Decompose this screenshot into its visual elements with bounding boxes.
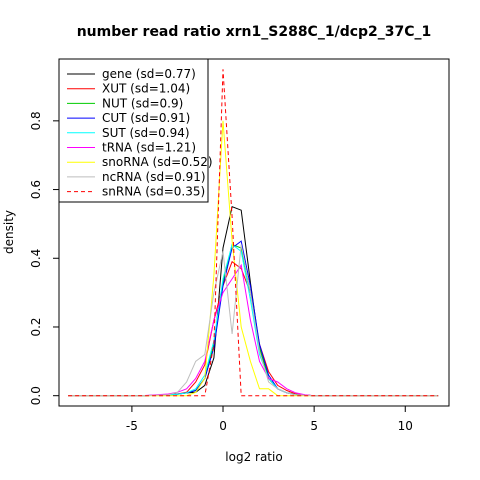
legend-label: NUT (sd=0.9) [102, 96, 183, 110]
y-tick-label: 0.0 [29, 386, 43, 405]
series-line-7 [68, 244, 439, 397]
legend-label: snoRNA (sd=0.52) [102, 155, 213, 169]
legend-label: XUT (sd=1.04) [102, 82, 190, 96]
legend-label: snRNA (sd=0.35) [102, 185, 205, 199]
plot-frame [58, 58, 450, 407]
x-tick-label: -5 [126, 419, 138, 433]
x-tick-label: 10 [398, 419, 413, 433]
legend-box [58, 58, 209, 203]
legend-label: SUT (sd=0.94) [102, 126, 190, 140]
legend-label: ncRNA (sd=0.91) [102, 170, 206, 184]
x-axis-label: log2 ratio [225, 450, 282, 464]
y-axis: 0.0 0.2 0.4 0.6 0.8 [29, 111, 59, 405]
x-axis: -5 0 5 10 [126, 406, 413, 433]
y-tick-label: 0.8 [29, 111, 43, 130]
x-tick-label: 0 [219, 419, 227, 433]
series-line-6 [68, 120, 439, 397]
legend-label: tRNA (sd=1.21) [102, 141, 196, 155]
y-axis-label: density [2, 210, 16, 254]
chart-title: number read ratio xrn1_S288C_1/dcp2_37C_… [77, 24, 432, 40]
legend-label: gene (sd=0.77) [102, 67, 196, 81]
y-tick-label: 0.2 [29, 317, 43, 336]
legend-label: CUT (sd=0.91) [102, 111, 190, 125]
series-layer [68, 69, 439, 397]
series-line-5 [68, 263, 439, 397]
y-tick-label: 0.6 [29, 180, 43, 199]
legend: gene (sd=0.77)XUT (sd=1.04)NUT (sd=0.9)C… [58, 58, 213, 203]
y-tick-label: 0.4 [29, 249, 43, 268]
series-line-8 [68, 69, 439, 397]
x-tick-label: 5 [310, 419, 318, 433]
